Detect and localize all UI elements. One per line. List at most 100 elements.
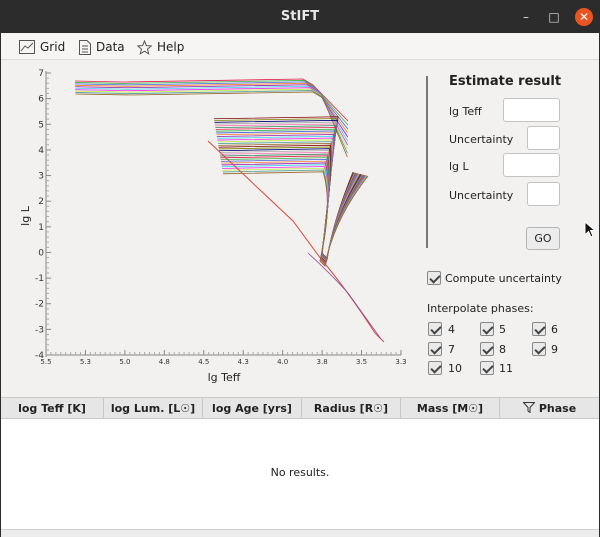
- l-uncertainty-input[interactable]: [527, 182, 560, 206]
- phase-10-label: 10: [448, 362, 462, 375]
- results-table-header: log Teff [K] log Lum. [L☉] log Age [yrs]…: [1, 397, 599, 419]
- phase-11-checkbox[interactable]: [480, 361, 494, 375]
- teff-input[interactable]: [503, 98, 560, 122]
- phase-11-label: 11: [499, 362, 513, 375]
- mouse-cursor-icon: [584, 221, 596, 238]
- evolutionary-track: [75, 80, 349, 126]
- phase-10-checkbox[interactable]: [428, 361, 442, 375]
- y-tick-label: -4: [35, 351, 44, 361]
- x-tick-label: 4.0: [277, 358, 288, 366]
- evolutionary-track: [221, 162, 366, 266]
- horizontal-scrollbar[interactable]: [1, 529, 599, 537]
- phase-4-checkbox[interactable]: [428, 322, 442, 336]
- phase-5-label: 5: [499, 323, 506, 336]
- x-tick-label: 5.5: [40, 358, 51, 366]
- x-axis-label: lg Teff: [208, 371, 241, 384]
- y-tick-label: 3: [38, 172, 44, 182]
- phase-6-label: 6: [551, 323, 558, 336]
- menu-item-help[interactable]: Help: [137, 37, 184, 57]
- x-tick-label: 4.5: [198, 358, 209, 366]
- evolutionary-track: [222, 169, 368, 267]
- vertical-divider: [426, 76, 428, 248]
- y-tick-label: 1: [38, 223, 44, 233]
- y-axis-label: lg L: [19, 205, 32, 226]
- evolutionary-track: [215, 127, 357, 261]
- x-tick-label: 4.8: [159, 358, 170, 366]
- evolutionary-track: [75, 84, 349, 138]
- phase-4-label: 4: [448, 323, 455, 336]
- phase-5-checkbox[interactable]: [480, 322, 494, 336]
- menu-item-grid[interactable]: Grid: [19, 37, 65, 57]
- x-tick-label: 3.3: [395, 358, 406, 366]
- title-bar: StIFT – □ ✕: [1, 1, 599, 33]
- evolutionary-track: [218, 141, 361, 263]
- teff-uncertainty-label: Uncertainty: [449, 133, 514, 146]
- phase-9-label: 9: [551, 343, 558, 356]
- l-label: lg L: [449, 160, 469, 173]
- teff-label: lg Teff: [449, 105, 482, 118]
- evolutionary-track: [75, 82, 349, 134]
- y-tick-label: 5: [38, 120, 44, 130]
- compute-uncertainty-checkbox[interactable]: [427, 271, 441, 285]
- phase-7-label: 7: [448, 343, 455, 356]
- evolutionary-track: [74, 78, 349, 122]
- no-results-text: No results.: [270, 466, 330, 479]
- column-header-radius[interactable]: Radius [R☉]: [302, 398, 401, 419]
- low-mass-track: [307, 252, 382, 340]
- maximize-icon[interactable]: □: [548, 10, 560, 24]
- phase-column-label: Phase: [538, 402, 577, 415]
- l-input[interactable]: [503, 153, 560, 177]
- teff-uncertainty-input[interactable]: [527, 126, 560, 150]
- evolutionary-track: [222, 166, 367, 267]
- column-header-age[interactable]: log Age [yrs]: [203, 398, 302, 419]
- evolutionary-track: [75, 85, 348, 142]
- x-tick-label: 5.0: [119, 358, 130, 366]
- document-icon: [79, 39, 91, 55]
- menu-item-data[interactable]: Data: [79, 37, 125, 57]
- y-tick-label: 4: [38, 146, 44, 156]
- column-header-teff[interactable]: log Teff [K]: [1, 398, 104, 419]
- close-icon[interactable]: ✕: [575, 8, 593, 26]
- y-tick-label: -1: [35, 274, 44, 284]
- menu-item-label: Help: [157, 40, 185, 54]
- window-title: StIFT: [280, 9, 320, 24]
- minimize-icon[interactable]: –: [523, 10, 529, 24]
- phase-7-checkbox[interactable]: [428, 342, 442, 356]
- star-icon: [137, 39, 152, 55]
- evolutionary-track: [216, 134, 359, 262]
- evolutionary-track: [222, 167, 368, 267]
- interpolate-phases-label: Interpolate phases:: [427, 302, 534, 315]
- x-tick-label: 3.5: [356, 358, 367, 366]
- evolutionary-track: [75, 81, 349, 130]
- menu-item-label: Data: [96, 40, 125, 54]
- y-tick-label: -2: [35, 300, 44, 310]
- evolutionary-track: [222, 171, 369, 267]
- phase-9-checkbox[interactable]: [532, 342, 546, 356]
- l-uncertainty-label: Uncertainty: [449, 189, 514, 202]
- y-tick-label: 7: [38, 69, 44, 79]
- evolutionary-track: [75, 91, 348, 158]
- results-table-body: No results.: [1, 419, 599, 529]
- y-tick-label: -3: [35, 325, 44, 335]
- phase-8-label: 8: [499, 343, 506, 356]
- y-tick-label: 6: [38, 95, 44, 105]
- hr-diagram-chart[interactable]: 7 6 5 4 3 2 1 0 -1 -2 -3 -45.5 5.3 5.0 4.8 4.5 4.3 4.0 3.8…: [3, 61, 415, 391]
- y-tick-label: 0: [38, 248, 44, 258]
- phase-8-checkbox[interactable]: [480, 342, 494, 356]
- column-header-luminosity[interactable]: log Lum. [L☉]: [104, 398, 203, 419]
- main-sequence-track: [207, 140, 385, 343]
- evolutionary-track: [221, 164, 367, 266]
- x-tick-label: 3.8: [317, 358, 328, 366]
- column-header-phase[interactable]: Phase: [500, 398, 599, 419]
- x-tick-label: 4.3: [238, 358, 249, 366]
- chart-icon: [19, 40, 35, 54]
- column-header-mass[interactable]: Mass [M☉]: [401, 398, 500, 419]
- menu-item-label: Grid: [40, 40, 66, 54]
- estimate-title: Estimate result: [449, 74, 562, 89]
- filter-icon: [522, 402, 536, 414]
- phase-6-checkbox[interactable]: [532, 322, 546, 336]
- x-tick-label: 5.3: [80, 358, 91, 366]
- compute-uncertainty-label: Compute uncertainty: [445, 272, 562, 285]
- go-button[interactable]: GO: [526, 227, 560, 250]
